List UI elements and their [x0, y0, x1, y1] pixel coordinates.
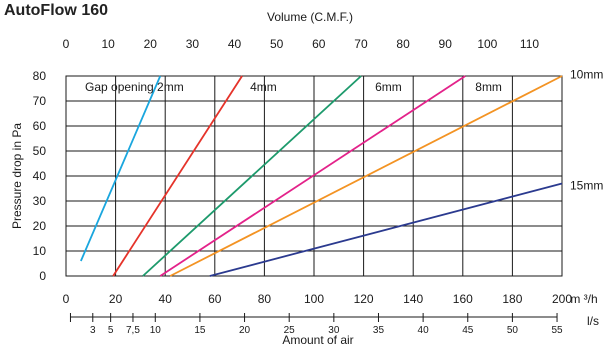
top-tick-label: 20 — [144, 37, 158, 51]
ls-tick-label: 10 — [150, 325, 162, 336]
top-axis-ticks: 0 10 20 30 40 50 60 70 80 90 100 110 — [63, 37, 540, 51]
series-line — [142, 75, 362, 277]
series-line — [112, 75, 243, 277]
y-tick-label: 0 — [39, 269, 46, 283]
plot-frame — [65, 75, 563, 277]
x-tick-label: 0 — [63, 292, 70, 306]
top-tick-label: 70 — [354, 37, 368, 51]
x-tick-label: 140 — [403, 292, 423, 306]
top-tick-label: 100 — [477, 37, 497, 51]
series-label: Gap opening 2mm — [85, 80, 184, 94]
top-tick-label: 0 — [63, 37, 70, 51]
ls-tick-label: 30 — [328, 325, 340, 336]
ls-tick-label: 45 — [462, 325, 474, 336]
y-tick-label: 30 — [33, 194, 47, 208]
top-tick-label: 90 — [439, 37, 453, 51]
x-tick-label: 80 — [258, 292, 272, 306]
series-label: 4mm — [250, 80, 277, 94]
series-line — [159, 75, 466, 277]
series-line — [209, 182, 563, 277]
top-tick-label: 80 — [396, 37, 410, 51]
x-tick-label: 200 — [552, 292, 572, 306]
x-tick-label: 60 — [208, 292, 222, 306]
ls-tick-label: 25 — [284, 325, 296, 336]
ls-tick-label: 35 — [373, 325, 385, 336]
ls-tick-label: 7,5 — [126, 325, 140, 336]
ls-unit-label: l/s — [587, 314, 599, 328]
ls-axis: 3 5 7,5 10 15 20 25 30 35 40 45 50 55 — [69, 313, 563, 336]
top-tick-label: 50 — [270, 37, 284, 51]
ls-tick-label: 50 — [507, 325, 519, 336]
top-tick-label: 60 — [312, 37, 326, 51]
ls-tick-label: 20 — [239, 325, 251, 336]
ls-tick-label: 40 — [418, 325, 430, 336]
y-tick-label: 80 — [33, 69, 47, 83]
y-tick-label: 70 — [33, 94, 47, 108]
series-label: 6mm — [375, 80, 402, 94]
x-tick-label: 180 — [502, 292, 522, 306]
ls-tick-label: 15 — [194, 325, 206, 336]
y-tick-label: 60 — [33, 119, 47, 133]
top-tick-label: 10 — [101, 37, 115, 51]
series-lines — [80, 75, 563, 277]
x-axis-label: Amount of air — [282, 333, 353, 347]
ls-tick-label: 5 — [108, 325, 114, 336]
x-tick-label: 120 — [354, 292, 374, 306]
x-unit-label: m ³/h — [570, 292, 597, 306]
x-axis-ticks: 0 20 40 60 80 100 120 140 160 180 200 — [63, 292, 573, 306]
series-label: 15mm — [570, 179, 603, 193]
top-tick-label: 110 — [520, 37, 539, 51]
series-line — [80, 75, 162, 262]
y-tick-label: 20 — [33, 219, 47, 233]
y-tick-label: 40 — [33, 169, 47, 183]
y-tick-label: 10 — [33, 244, 47, 258]
top-tick-label: 30 — [186, 37, 200, 51]
x-tick-label: 100 — [304, 292, 324, 306]
ls-tick-label: 3 — [90, 325, 96, 336]
chart-title: AutoFlow 160 — [4, 2, 109, 19]
ls-tick-label: 55 — [551, 325, 563, 336]
x-tick-label: 20 — [109, 292, 123, 306]
y-tick-label: 50 — [33, 144, 47, 158]
series-labels: Gap opening 2mm 4mm 6mm 8mm 10mm 15mm — [85, 68, 603, 193]
series-label: 10mm — [570, 68, 603, 82]
x-tick-label: 40 — [159, 292, 173, 306]
y-axis-label: Pressure drop in Pa — [10, 123, 24, 229]
top-tick-label: 40 — [228, 37, 242, 51]
series-label: 8mm — [475, 80, 502, 94]
y-axis-ticks: 0 10 20 30 40 50 60 70 80 — [33, 69, 47, 283]
top-axis-label: Volume (C.M.F.) — [267, 10, 353, 24]
x-tick-label: 160 — [453, 292, 473, 306]
series-line — [169, 75, 563, 277]
